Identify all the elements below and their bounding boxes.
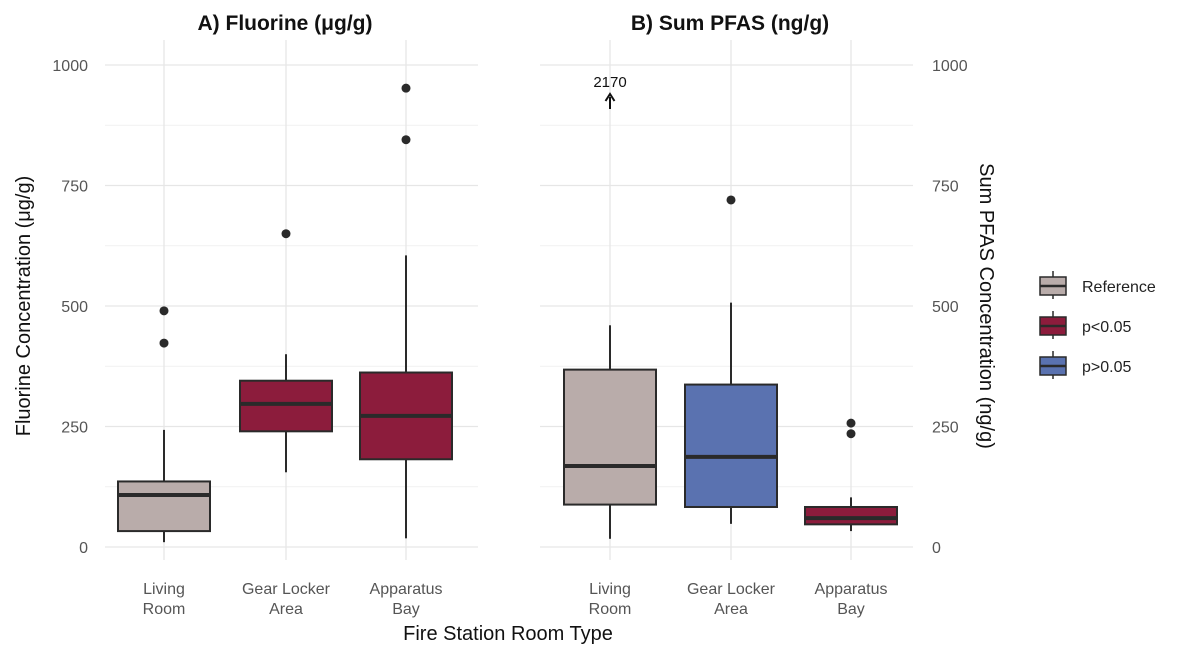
box — [684, 383, 778, 508]
x-tick-label: Living — [143, 581, 185, 598]
y-tick-label: 250 — [932, 420, 959, 437]
box — [563, 368, 657, 506]
panel-a-marks — [117, 83, 453, 543]
x-axis-title: Fire Station Room Type — [403, 623, 613, 645]
x-tick-label: Area — [714, 601, 748, 618]
box — [117, 480, 211, 533]
y-tick-label: 750 — [932, 179, 959, 196]
panel-b-title: B) Sum PFAS (ng/g) — [631, 12, 829, 35]
box — [239, 379, 333, 433]
y-tick-label: 250 — [61, 420, 88, 437]
outlier-point — [401, 83, 411, 93]
x-tick-label: Bay — [837, 601, 865, 618]
outlier-arrow-head — [604, 92, 616, 102]
x-tick-label: Room — [589, 601, 632, 618]
outlier-point — [726, 195, 736, 205]
y-axis-title-right: Sum PFAS Concentration (ng/g) — [975, 163, 997, 449]
legend: Reference p<0.05 p>0.05 — [1039, 271, 1156, 379]
y-tick-label: 0 — [79, 540, 88, 557]
outlier-point — [846, 429, 856, 439]
outlier-point — [846, 418, 856, 428]
x-tick-label: Gear Locker — [687, 581, 776, 598]
legend-label: p<0.05 — [1082, 319, 1131, 336]
outlier-annotation: 2170 — [593, 74, 626, 91]
panel-b-y-ticks: 0 250 500 750 1000 — [932, 58, 968, 557]
panel-a-y-ticks: 0 250 500 750 1000 — [52, 58, 88, 557]
y-axis-title-left: Fluorine Concentration (μg/g) — [13, 176, 35, 437]
x-tick-label: Living — [589, 581, 631, 598]
legend-label: Reference — [1082, 279, 1156, 296]
x-tick-label: Area — [269, 601, 303, 618]
panel-a-x-ticks: Living Room Gear Locker Area Apparatus Bay — [143, 581, 443, 618]
panel-b-marks: 2170 — [563, 74, 898, 539]
x-tick-label: Gear Locker — [242, 581, 331, 598]
x-tick-label: Apparatus — [815, 581, 888, 598]
panel-b-x-ticks: Living Room Gear Locker Area Apparatus Bay — [589, 581, 888, 618]
y-tick-label: 0 — [932, 540, 941, 557]
y-tick-label: 1000 — [52, 58, 88, 75]
y-tick-label: 1000 — [932, 58, 968, 75]
x-tick-label: Bay — [392, 601, 420, 618]
x-tick-label: Room — [143, 601, 186, 618]
y-tick-label: 500 — [61, 299, 88, 316]
outlier-point — [401, 135, 411, 145]
y-tick-label: 500 — [932, 299, 959, 316]
outlier-point — [159, 338, 169, 348]
outlier-point — [281, 229, 291, 239]
outlier-point — [159, 306, 169, 316]
y-tick-label: 750 — [61, 179, 88, 196]
box — [804, 505, 898, 526]
panel-a-title: A) Fluorine (μg/g) — [198, 12, 373, 35]
x-tick-label: Apparatus — [370, 581, 443, 598]
legend-label: p>0.05 — [1082, 359, 1131, 376]
